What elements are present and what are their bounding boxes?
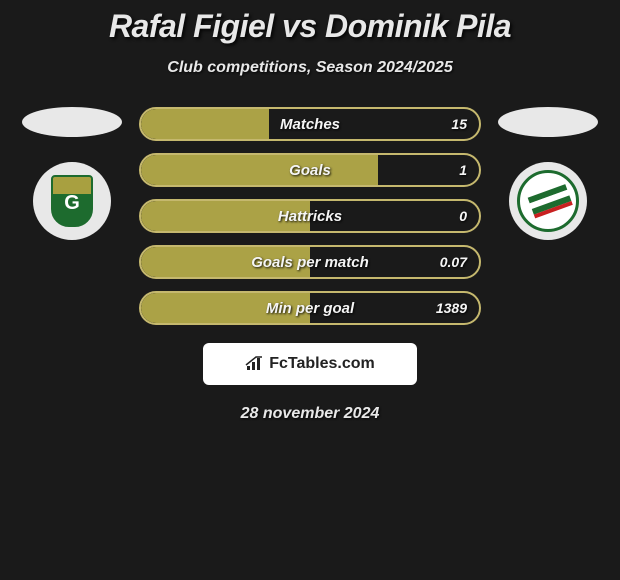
generated-date: 28 november 2024	[0, 405, 620, 423]
badge-inner-right	[517, 170, 579, 232]
content-row: G Matches 15 Goals 1 Hattricks 0	[0, 107, 620, 325]
bar-label: Min per goal	[266, 300, 354, 317]
stat-bar-goals-per-match: Goals per match 0.07	[139, 245, 481, 279]
bar-label: Hattricks	[278, 208, 342, 225]
stat-bar-matches: Matches 15	[139, 107, 481, 141]
stat-bar-min-per-goal: Min per goal 1389	[139, 291, 481, 325]
shield-icon: G	[51, 175, 93, 227]
flag-icon	[526, 178, 573, 218]
bar-value: 1	[459, 162, 467, 178]
bar-label: Matches	[280, 116, 340, 133]
bar-label: Goals per match	[251, 254, 369, 271]
bar-value: 1389	[436, 300, 467, 316]
bar-value: 0	[459, 208, 467, 224]
bar-fill	[141, 109, 269, 139]
stat-bars: Matches 15 Goals 1 Hattricks 0 Goals per…	[139, 107, 481, 325]
team-badge-left: G	[33, 162, 111, 240]
player-photo-placeholder-right	[498, 107, 598, 137]
page-title: Rafal Figiel vs Dominik Pila	[0, 8, 620, 45]
source-logo-link[interactable]: FcTables.com	[203, 343, 417, 385]
source-logo-text: FcTables.com	[269, 355, 375, 373]
stat-bar-hattricks: Hattricks 0	[139, 199, 481, 233]
bar-value: 15	[451, 116, 467, 132]
team-badge-right	[509, 162, 587, 240]
bar-value: 0.07	[440, 254, 467, 270]
left-player-col: G	[17, 107, 127, 240]
right-player-col	[493, 107, 603, 240]
page-subtitle: Club competitions, Season 2024/2025	[0, 59, 620, 77]
bar-label: Goals	[289, 162, 331, 179]
chart-icon	[245, 356, 265, 372]
player-photo-placeholder-left	[22, 107, 122, 137]
bar-fill	[141, 155, 378, 185]
comparison-card: Rafal Figiel vs Dominik Pila Club compet…	[0, 0, 620, 423]
stat-bar-goals: Goals 1	[139, 153, 481, 187]
shield-letter: G	[64, 192, 80, 215]
badge-inner-left: G	[43, 172, 101, 230]
